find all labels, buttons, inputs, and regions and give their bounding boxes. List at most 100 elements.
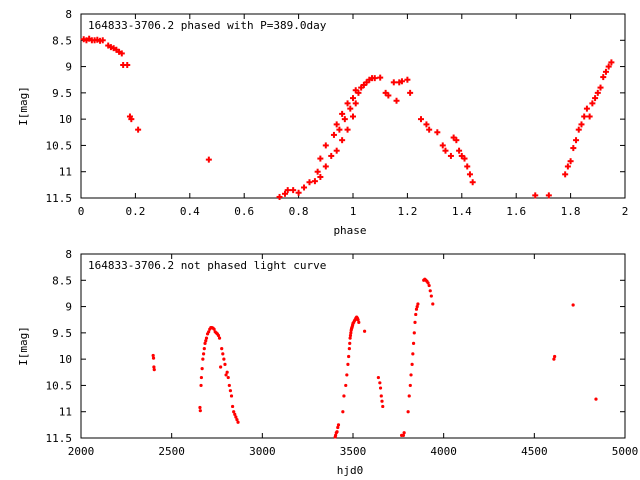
x-tick-label: 2 <box>622 205 629 218</box>
data-point <box>336 423 341 427</box>
data-point <box>226 375 230 380</box>
data-point <box>322 142 329 149</box>
data-point <box>151 356 156 360</box>
data-point <box>426 281 430 285</box>
data-point <box>276 193 283 200</box>
y-tick-label: 11 <box>59 166 72 179</box>
data-point <box>423 121 430 128</box>
data-point <box>336 425 340 430</box>
y-tick-label: 10.5 <box>46 379 73 392</box>
x-tick-label: 1.2 <box>397 205 417 218</box>
data-point <box>212 327 216 331</box>
data-point <box>347 347 351 351</box>
data-point <box>201 352 206 356</box>
data-point <box>378 381 382 385</box>
data-point <box>381 404 385 409</box>
data-point <box>198 409 202 413</box>
data-point <box>380 399 384 403</box>
y-tick-label: 8.5 <box>52 274 72 287</box>
data-point <box>586 113 593 120</box>
data-point <box>409 373 413 377</box>
data-point <box>336 126 343 133</box>
data-point <box>429 294 433 298</box>
data-point <box>346 362 350 366</box>
data-point <box>207 330 211 334</box>
data-point <box>311 178 318 185</box>
data-point <box>597 84 604 91</box>
x-tick-label: 0.2 <box>125 205 145 218</box>
x-tick-label: 0.8 <box>289 205 309 218</box>
data-point <box>398 78 405 85</box>
data-point <box>378 386 383 390</box>
data-point <box>333 433 338 437</box>
data-point <box>225 370 229 374</box>
data-point <box>232 410 236 414</box>
data-point <box>203 341 207 345</box>
data-point <box>199 375 204 380</box>
data-point <box>339 110 346 117</box>
data-point <box>118 50 125 57</box>
data-point <box>390 79 397 86</box>
data-point <box>301 184 308 191</box>
data-point <box>605 63 612 70</box>
data-point <box>345 373 349 377</box>
data-point <box>393 97 400 104</box>
data-point <box>199 383 203 388</box>
data-point <box>317 173 324 180</box>
data-point <box>235 418 239 422</box>
data-point <box>552 357 556 361</box>
data-point <box>306 179 313 186</box>
data-point <box>411 352 415 356</box>
x-tick-label: 0.6 <box>234 205 254 218</box>
data-point <box>589 100 596 107</box>
data-point <box>229 394 234 398</box>
data-point <box>348 333 353 338</box>
data-point <box>350 95 356 102</box>
y-tick-label: 9 <box>65 61 72 74</box>
data-point <box>356 318 360 322</box>
data-point <box>562 171 569 178</box>
data-point <box>342 394 346 398</box>
data-point <box>414 307 419 311</box>
data-point <box>204 336 209 340</box>
data-point <box>216 333 221 338</box>
data-point <box>339 137 346 144</box>
data-point <box>350 113 356 120</box>
axis-ticks: 0 0.2 0.4 0.6 0.8 1 1.2 1.4 1.6 1.8 2 8 8.5 9 9.5 10 10.… <box>46 8 629 218</box>
data-point <box>222 357 226 361</box>
data-point <box>330 131 337 138</box>
data-point <box>447 152 454 159</box>
y-tick-label: 9.5 <box>52 327 72 340</box>
data-point <box>407 89 414 96</box>
data-point <box>152 365 156 369</box>
data-point <box>347 105 354 112</box>
data-point <box>355 89 362 96</box>
data-point <box>567 158 574 165</box>
plot-frame <box>80 253 626 439</box>
phased-light-curve-panel: 164833-3706.2 phased with P=389.0day pha… <box>17 8 628 237</box>
data-point <box>128 116 135 123</box>
data-point <box>469 179 476 186</box>
y-axis-label: I[mag] <box>17 326 30 366</box>
data-point <box>348 336 352 340</box>
data-points <box>80 35 615 200</box>
data-point <box>545 192 552 199</box>
data-point <box>564 163 571 170</box>
data-point <box>431 302 435 306</box>
x-tick-label: 2500 <box>158 445 185 458</box>
data-point <box>594 397 598 401</box>
x-tick-label: 2000 <box>68 445 95 458</box>
x-tick-label: 5000 <box>612 445 639 458</box>
data-point <box>414 312 418 317</box>
x-tick-label: 3000 <box>249 445 276 458</box>
data-point <box>416 302 420 306</box>
data-point <box>333 147 340 154</box>
data-point <box>461 155 468 162</box>
data-point <box>202 347 206 351</box>
data-point <box>328 152 335 159</box>
y-tick-label: 8 <box>65 248 72 261</box>
data-point <box>217 336 222 340</box>
data-point <box>204 339 208 343</box>
x-tick-label: 1.6 <box>506 205 526 218</box>
